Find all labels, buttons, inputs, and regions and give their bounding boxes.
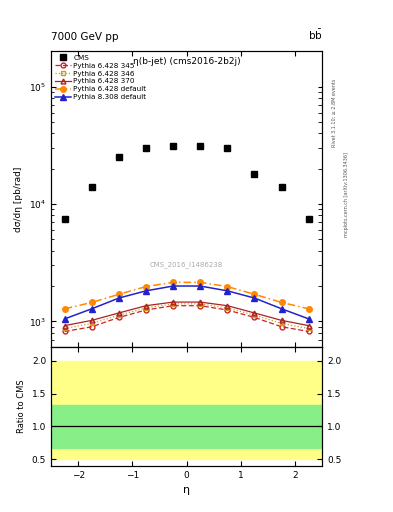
Pythia 8.308 default [62,316,67,322]
Text: 7000 GeV pp: 7000 GeV pp [51,32,119,42]
Pythia 6.428 default [144,284,149,290]
Pythia 8.308 default [144,288,149,294]
Pythia 8.308 default [252,295,257,301]
Pythia 6.428 default [225,284,230,290]
Pythia 6.428 345 [252,314,257,321]
Pythia 6.428 370 [116,310,121,316]
Pythia 6.428 346 [89,321,94,327]
Pythia 6.428 345 [62,328,67,334]
Y-axis label: dσ/dη [pb/rad]: dσ/dη [pb/rad] [15,166,24,232]
Legend: CMS, Pythia 6.428 345, Pythia 6.428 346, Pythia 6.428 370, Pythia 6.428 default,: CMS, Pythia 6.428 345, Pythia 6.428 346,… [53,53,148,101]
Line: Pythia 6.428 370: Pythia 6.428 370 [62,300,311,328]
Pythia 6.428 default [62,306,67,312]
CMS [116,154,121,160]
Pythia 6.428 346 [279,321,284,327]
Text: η(b-jet) (cms2016-2b2j): η(b-jet) (cms2016-2b2j) [133,57,241,66]
Pythia 6.428 default [198,279,203,285]
Pythia 6.428 345 [171,303,175,309]
Pythia 6.428 345 [198,303,203,309]
Pythia 6.428 370 [89,317,94,324]
Pythia 8.308 default [116,295,121,301]
Bar [51,404,322,448]
Pythia 6.428 345 [279,324,284,330]
Pythia 6.428 370 [225,303,230,309]
Pythia 6.428 default [89,300,94,306]
Pythia 8.308 default [198,283,203,289]
Pythia 6.428 370 [171,299,175,305]
Pythia 6.428 default [171,279,175,285]
CMS [89,184,94,190]
Pythia 8.308 default [307,316,311,322]
Text: Rivet 3.1.10; ≥ 2.8M events: Rivet 3.1.10; ≥ 2.8M events [332,78,337,147]
Pythia 6.428 346 [116,312,121,318]
CMS [279,184,284,190]
Pythia 6.428 370 [62,323,67,329]
CMS [307,216,311,222]
Pythia 8.308 default [171,283,175,289]
Pythia 6.428 default [279,300,284,306]
Pythia 6.428 346 [171,301,175,307]
Pythia 6.428 370 [279,317,284,324]
Line: Pythia 8.308 default: Pythia 8.308 default [62,283,312,322]
Pythia 6.428 346 [252,312,257,318]
CMS [225,145,230,151]
CMS [144,145,149,151]
Pythia 6.428 345 [144,307,149,313]
Pythia 6.428 345 [225,307,230,313]
Pythia 6.428 370 [144,303,149,309]
Pythia 6.428 default [252,291,257,297]
Pythia 6.428 346 [225,305,230,311]
Y-axis label: Ratio to CMS: Ratio to CMS [17,380,26,434]
CMS [171,143,175,150]
CMS [62,216,67,222]
Pythia 6.428 370 [198,299,203,305]
Pythia 6.428 346 [198,301,203,307]
CMS [252,171,257,177]
Line: CMS: CMS [62,143,312,222]
X-axis label: η: η [183,485,190,495]
Pythia 6.428 346 [144,305,149,311]
Pythia 6.428 346 [307,326,311,332]
Pythia 6.428 default [307,306,311,312]
Bar [51,360,322,459]
Text: b$\mathregular{\bar{b}}$: b$\mathregular{\bar{b}}$ [308,28,322,42]
Line: Pythia 6.428 346: Pythia 6.428 346 [62,302,311,331]
Line: Pythia 6.428 345: Pythia 6.428 345 [62,303,311,334]
Pythia 6.428 default [116,291,121,297]
Pythia 6.428 345 [307,328,311,334]
Pythia 8.308 default [279,306,284,312]
Pythia 6.428 345 [116,314,121,321]
Line: Pythia 6.428 default: Pythia 6.428 default [62,280,312,312]
Pythia 8.308 default [89,306,94,312]
Text: mcplots.cern.ch [arXiv:1306.3436]: mcplots.cern.ch [arXiv:1306.3436] [344,152,349,237]
Pythia 6.428 345 [89,324,94,330]
Text: CMS_2016_I1486238: CMS_2016_I1486238 [150,261,223,268]
Pythia 6.428 370 [307,323,311,329]
Pythia 6.428 346 [62,326,67,332]
Pythia 8.308 default [225,288,230,294]
Pythia 6.428 370 [252,310,257,316]
CMS [198,143,203,150]
